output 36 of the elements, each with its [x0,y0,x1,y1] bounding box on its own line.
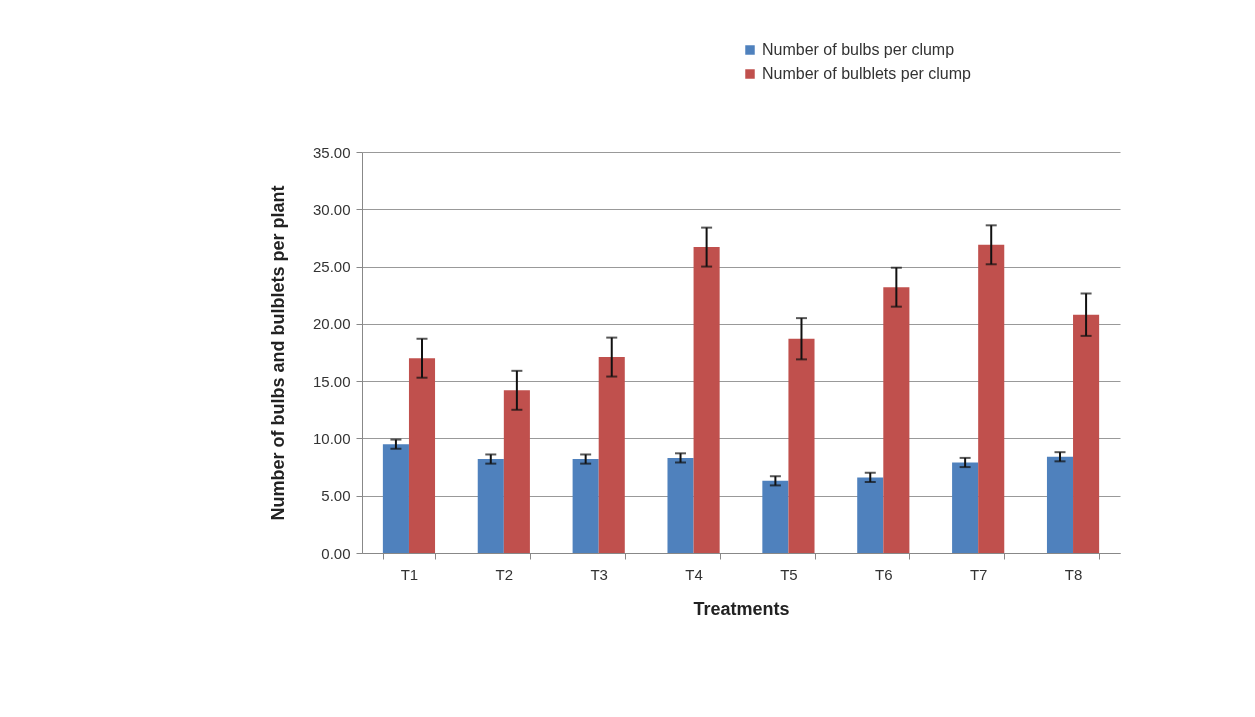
bar [382,444,409,553]
bar [762,480,789,553]
x-tick-label: T5 [780,565,798,583]
y-axis-title: Number of bulbs and bulblets per plant [267,185,288,521]
bar [857,477,884,553]
x-tick-label: T6 [875,565,893,583]
x-tick-label: T1 [400,565,419,583]
y-tick-label: 15.00 [312,372,351,390]
bar [1073,314,1100,553]
y-tick-label: 5.00 [321,487,351,505]
y-tick-label: 10.00 [312,429,351,447]
legend-label: Number of bulbs per clump [762,41,955,58]
bar [883,287,910,553]
y-tick-label: 35.00 [312,143,351,161]
bar [477,459,504,553]
legend-label: Number of bulblets per clump [762,65,972,82]
y-tick-label: 30.00 [312,200,351,218]
y-tick-label: 20.00 [312,315,351,333]
bar [572,459,599,553]
bar [598,357,625,553]
x-axis-title: Treatments [693,598,790,619]
x-tick-label: T3 [590,565,608,583]
x-tick-label: T7 [969,565,988,583]
bar [788,338,815,553]
y-tick-label: 0.00 [321,544,351,562]
bar [693,247,720,553]
x-tick-label: T4 [685,565,703,583]
x-tick-label: T2 [495,565,514,583]
bar [408,358,436,553]
bar [503,390,530,553]
bar [978,244,1005,553]
bar [952,462,979,553]
y-tick-label: 25.00 [312,258,351,276]
bar [667,457,694,553]
x-tick-label: T8 [1064,565,1083,583]
bar [1046,456,1074,553]
